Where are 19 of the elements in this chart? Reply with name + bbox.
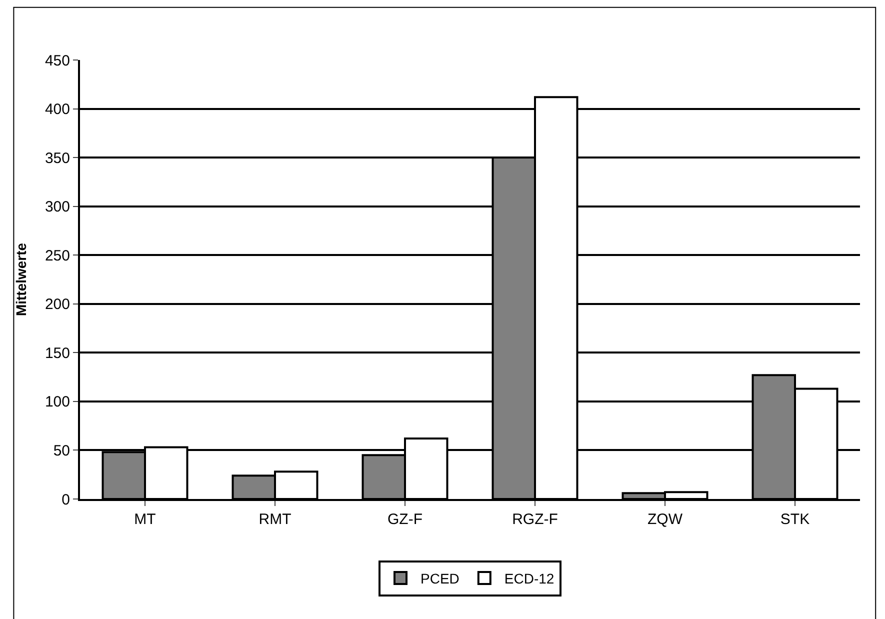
y-tick-label: 300 [44,198,70,216]
y-tick-label: 350 [44,150,70,167]
y-tick-label: 0 [62,491,70,508]
y-tick-label: 150 [44,344,70,362]
x-tick-label: MT [134,511,156,528]
y-tick-label: 250 [44,247,70,264]
legend-label: ECD-12 [504,570,554,587]
y-tick-label: 450 [44,52,70,70]
y-axis-title: Mittelwerte [13,242,30,316]
legend-label: PCED [420,570,460,587]
y-tick-label: 400 [44,101,70,118]
y-tick-label: 100 [44,394,70,411]
x-tick-label: GZ-F [388,511,422,528]
x-tick-label: RGZ-F [512,511,558,528]
x-tick-label: STK [780,511,810,528]
x-tick-label: ZQW [648,511,684,528]
y-tick-label: 200 [44,296,70,314]
x-tick-label: RMT [258,511,292,528]
y-tick-label: 50 [53,442,70,460]
